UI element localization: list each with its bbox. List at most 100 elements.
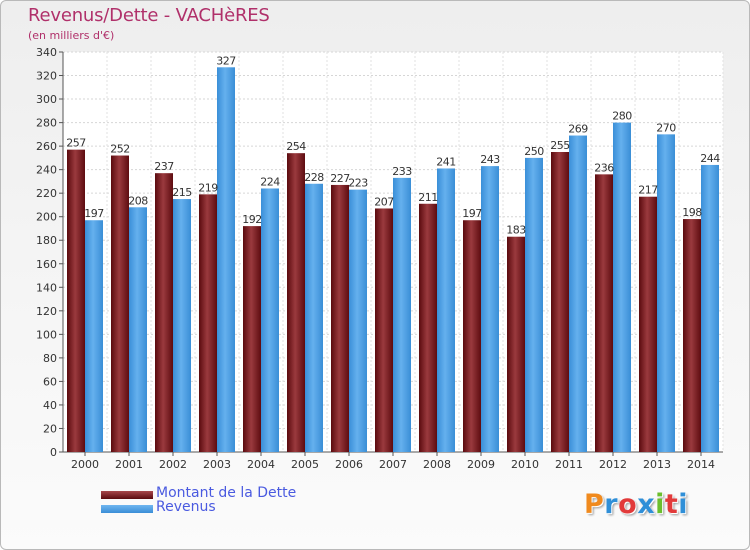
y-tick-label: 0 (50, 446, 57, 459)
data-label-dette: 207 (374, 195, 394, 208)
x-tick-label: 2006 (335, 458, 363, 471)
data-label-dette: 236 (594, 161, 614, 174)
x-tick-label: 2007 (379, 458, 407, 471)
y-tick-label: 280 (36, 117, 57, 130)
bar-revenus (261, 188, 279, 452)
x-tick-label: 2014 (687, 458, 715, 471)
data-label-dette: 217 (638, 184, 658, 197)
logo-letter: i (678, 489, 689, 520)
bar-dette (331, 184, 349, 453)
data-label-dette: 252 (110, 143, 130, 156)
proxiti-logo: Proxiti (584, 489, 688, 520)
bar-dette (595, 174, 613, 452)
data-label-dette: 197 (462, 207, 482, 220)
data-label-revenus: 224 (260, 175, 280, 188)
bar-dette (551, 152, 569, 452)
data-label-dette: 254 (286, 140, 306, 153)
bar-dette (111, 155, 129, 452)
y-tick-label: 320 (36, 70, 57, 83)
logo-letter: P (584, 489, 605, 520)
data-label-revenus: 208 (128, 194, 148, 207)
data-label-revenus: 215 (172, 186, 192, 199)
legend-swatch-revenus (101, 505, 153, 513)
bar-revenus (657, 134, 675, 452)
bar-revenus (393, 177, 411, 452)
y-tick-label: 220 (36, 187, 57, 200)
bar-dette (419, 203, 437, 452)
data-label-revenus: 244 (700, 152, 720, 165)
data-label-revenus: 197 (84, 207, 104, 220)
x-tick-label: 2005 (291, 458, 319, 471)
data-label-dette: 183 (506, 224, 526, 237)
bar-revenus (173, 199, 191, 452)
logo-letter: o (618, 489, 638, 520)
legend-swatch-dette (101, 491, 153, 499)
bar-revenus (569, 135, 587, 452)
logo-letter: i (655, 489, 665, 520)
bar-dette (287, 153, 305, 453)
y-tick-label: 180 (36, 234, 57, 247)
data-label-dette: 255 (550, 139, 570, 152)
bar-revenus (305, 183, 323, 452)
x-tick-label: 2013 (643, 458, 671, 471)
data-label-revenus: 327 (216, 54, 236, 67)
y-tick-label: 20 (43, 422, 57, 435)
data-label-dette: 227 (330, 172, 350, 185)
data-label-revenus: 280 (612, 110, 632, 123)
data-label-dette: 219 (198, 181, 218, 194)
legend-label-dette: Montant de la Dette (156, 485, 297, 501)
x-tick-label: 2012 (599, 458, 627, 471)
data-label-dette: 192 (242, 213, 262, 226)
data-label-dette: 211 (418, 191, 438, 204)
bar-revenus (481, 166, 499, 452)
bar-dette (199, 194, 217, 452)
bar-revenus (437, 168, 455, 452)
legend-label-revenus: Revenus (156, 499, 216, 515)
y-tick-label: 120 (36, 305, 57, 318)
y-tick-label: 200 (36, 211, 57, 224)
data-label-dette: 198 (682, 206, 702, 219)
data-label-dette: 257 (66, 137, 86, 150)
y-tick-label: 80 (43, 352, 57, 365)
bar-dette (639, 196, 657, 452)
y-tick-label: 340 (36, 46, 57, 59)
data-label-revenus: 223 (348, 177, 368, 190)
bar-revenus (613, 122, 631, 453)
x-tick-label: 2000 (71, 458, 99, 471)
bar-dette (375, 208, 393, 452)
bar-revenus (85, 220, 103, 452)
bar-revenus (525, 157, 543, 452)
bar-dette (683, 219, 701, 452)
data-label-dette: 237 (154, 160, 174, 173)
bar-dette (243, 226, 261, 452)
data-label-revenus: 270 (656, 121, 676, 134)
axes: 0 20 40 60 80 100 120 140 160 180 200 220 240 260 280 3… (36, 46, 723, 471)
data-label-revenus: 228 (304, 171, 324, 184)
x-tick-label: 2010 (511, 458, 539, 471)
x-tick-label: 2008 (423, 458, 451, 471)
bar-revenus (217, 67, 235, 452)
bar-revenus (129, 207, 147, 452)
bar-dette (155, 173, 173, 453)
data-label-revenus: 269 (568, 123, 588, 136)
data-label-revenus: 250 (524, 145, 544, 158)
y-tick-label: 40 (43, 399, 57, 412)
logo-letter: x (637, 489, 656, 520)
chart-subtitle: (en milliers d'€) (28, 29, 115, 42)
x-tick-label: 2001 (115, 458, 143, 471)
y-tick-label: 300 (36, 93, 57, 106)
x-tick-label: 2009 (467, 458, 495, 471)
x-tick-label: 2004 (247, 458, 275, 471)
y-tick-label: 60 (43, 375, 57, 388)
x-tick-label: 2003 (203, 458, 231, 471)
logo-letter: r (604, 489, 619, 520)
data-label-revenus: 233 (392, 165, 412, 178)
bar-dette (507, 236, 525, 452)
x-tick-label: 2011 (555, 458, 583, 471)
y-tick-label: 140 (36, 281, 57, 294)
bar-revenus (349, 189, 367, 452)
logo-letter: t (664, 489, 679, 520)
